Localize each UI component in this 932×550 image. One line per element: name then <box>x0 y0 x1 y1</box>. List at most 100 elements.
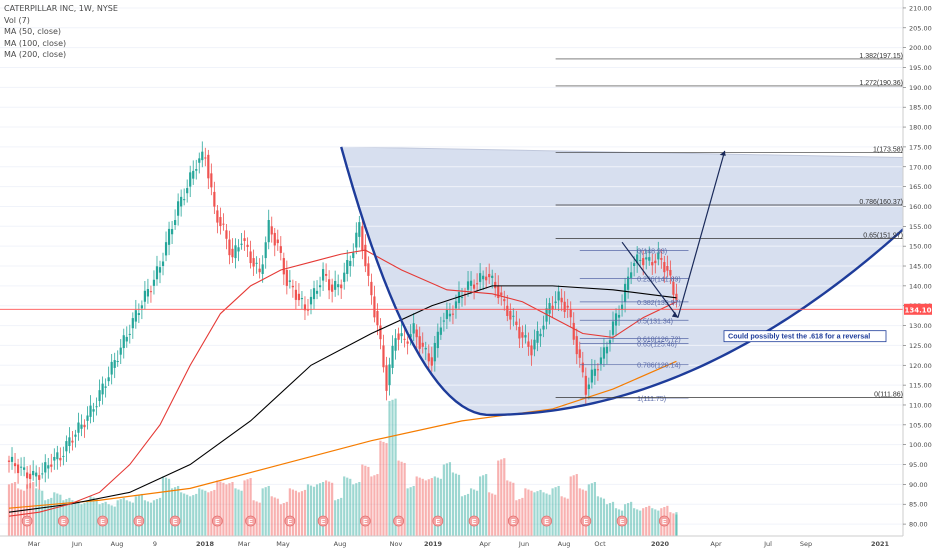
earnings-marker-label: E <box>511 519 516 526</box>
volume-bar <box>340 497 343 536</box>
candle-body <box>222 223 225 225</box>
arrow-up-line <box>677 150 726 318</box>
earnings-marker-label: E <box>248 519 253 526</box>
volume-bar <box>394 398 397 536</box>
candle-body <box>101 383 104 395</box>
price-axis: 80.00 85.00 90.00 95.00 100.00 105.00 110.00 11… <box>902 0 932 550</box>
candle-body <box>276 239 279 244</box>
earnings-marker-label: E <box>137 519 142 526</box>
earnings-marker-label: E <box>100 519 105 526</box>
candle-body <box>122 335 125 349</box>
volume-bar <box>575 474 578 536</box>
candle-body <box>512 315 515 317</box>
candle-body <box>95 406 98 408</box>
volume-bar <box>509 481 512 536</box>
arrow-down-head <box>671 311 678 318</box>
candle-body <box>651 262 654 266</box>
volume-bar <box>71 500 74 536</box>
earnings-marker-label: E <box>25 519 30 526</box>
candle-body <box>44 462 47 473</box>
candle-body <box>146 289 150 297</box>
cup-curve <box>340 146 932 417</box>
volume-bar <box>291 489 294 536</box>
candle-body <box>614 313 618 326</box>
earnings-marker <box>317 515 329 527</box>
price-axis-bg <box>903 0 932 550</box>
volume-bar <box>503 458 506 536</box>
candle-body <box>623 283 627 302</box>
candle-body <box>427 353 430 362</box>
volume-bar <box>403 462 406 536</box>
candle-body <box>599 357 603 364</box>
ext-level-label: 0.65(151.97) <box>863 232 903 239</box>
candle-body <box>617 314 621 318</box>
candle-body <box>19 466 23 468</box>
volume-bar <box>358 482 361 536</box>
candle-body <box>412 323 415 334</box>
volume-bar <box>542 492 545 536</box>
price-tick-label: 185.00 <box>909 104 932 112</box>
candle-body <box>92 409 95 412</box>
volume-bar <box>325 480 328 536</box>
volume-bar <box>222 482 225 536</box>
volume-bar <box>488 492 491 536</box>
candle-body <box>128 333 131 335</box>
volume-bar <box>430 478 433 536</box>
candle-body <box>590 369 593 383</box>
time-tick-label: 2018 <box>196 540 215 548</box>
legend-title: CATERPILLAR INC, 1W, NYSE <box>4 4 118 13</box>
volume-bar <box>53 492 56 536</box>
volume-bar <box>433 476 436 536</box>
earnings-marker <box>21 515 33 527</box>
volume-bar <box>192 495 195 536</box>
candle-body <box>35 472 38 477</box>
candle-body <box>554 301 557 304</box>
candle-body <box>639 259 642 261</box>
volume-bar <box>125 500 128 536</box>
price-tick-label: 165.00 <box>909 183 932 191</box>
volume-bar <box>599 497 603 536</box>
volume-bar <box>466 493 470 536</box>
volume-bar <box>38 489 41 536</box>
volume-bar <box>306 484 310 536</box>
candle-body <box>71 440 74 443</box>
price-tick-label: 175.00 <box>909 143 932 151</box>
candle-body <box>454 301 458 309</box>
volume-bar <box>672 513 675 536</box>
candle-body <box>352 252 355 259</box>
ext-level-label: 1.272(190.36) <box>859 80 903 87</box>
annotation-text: Could possibly test the .618 for a rever… <box>728 332 870 341</box>
candle-body <box>666 266 669 271</box>
volume-bar <box>506 480 509 536</box>
candle-body <box>261 264 264 274</box>
fib-level-label: 0.618(126.72) <box>637 337 681 344</box>
volume-bar <box>614 508 618 536</box>
legend-ma100: MA (100, close) <box>4 38 67 48</box>
candle-body <box>506 305 509 316</box>
volume-bar <box>140 493 143 536</box>
volume-bar <box>59 494 62 536</box>
candle-body <box>488 273 491 278</box>
volume-bar <box>95 498 98 536</box>
volume-bar <box>68 497 71 536</box>
volume-bar <box>633 508 636 536</box>
time-tick-label: 2021 <box>871 540 890 548</box>
candle-body <box>605 346 609 354</box>
fib-extension: 1.382(197.15) 1.272(190.36) 1(173.58) 0.786… <box>555 53 903 399</box>
candle-body <box>252 258 255 267</box>
candle-body <box>466 281 470 290</box>
time-tick-label: May <box>276 540 290 548</box>
candle-body <box>62 455 65 457</box>
time-axis: Mar Jun Aug 9 2018 Mar May Aug Nov 2019 Apr Jun Aug O… <box>0 535 932 550</box>
volume-bar <box>463 495 467 536</box>
volume-bar <box>482 475 485 536</box>
volume-bar <box>23 490 26 536</box>
price-tick-label: 170.00 <box>909 163 932 171</box>
candle-body <box>415 329 418 338</box>
candle-body <box>331 284 334 292</box>
legend-ma200: MA (200, close) <box>4 50 67 59</box>
candle-body <box>13 463 17 467</box>
candle-body <box>654 260 657 264</box>
volume-bar <box>497 460 500 536</box>
